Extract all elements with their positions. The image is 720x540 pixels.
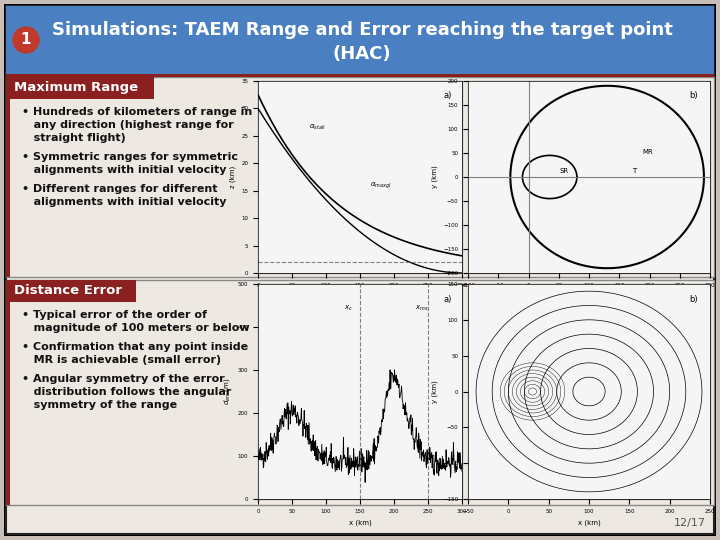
Text: SR: SR	[560, 168, 569, 174]
Text: (HAC): (HAC)	[333, 45, 391, 63]
Bar	[468, 81, 710, 273]
Text: Simulations: TAEM Range and Error reaching the target point: Simulations: TAEM Range and Error reachi…	[52, 21, 672, 39]
Bar	[258, 81, 462, 273]
Y-axis label: z (km): z (km)	[229, 166, 235, 188]
Text: $x_c$: $x_c$	[343, 304, 353, 313]
Bar	[6, 6, 714, 74]
Text: • Confirmation that any point inside
   MR is achievable (small error): • Confirmation that any point inside MR …	[22, 342, 248, 365]
Text: MR: MR	[642, 149, 653, 155]
Bar	[6, 280, 136, 302]
Bar	[468, 284, 710, 499]
Bar	[6, 302, 10, 505]
Text: • Angular symmetry of the error
   distribution follows the angular
   symmetry : • Angular symmetry of the error distribu…	[22, 374, 231, 410]
Text: b): b)	[689, 295, 698, 303]
Text: Distance Error: Distance Error	[14, 285, 122, 298]
X-axis label: x (km): x (km)	[348, 519, 372, 526]
Text: • Symmetric ranges for symmetric
   alignments with initial velocity: • Symmetric ranges for symmetric alignme…	[22, 152, 238, 175]
X-axis label: x (km): x (km)	[577, 519, 600, 526]
X-axis label: x (km): x (km)	[577, 293, 600, 300]
Bar	[6, 99, 10, 277]
Text: • Typical error of the order of
   magnitude of 100 meters or below: • Typical error of the order of magnitud…	[22, 310, 250, 333]
Text: $\alpha_{stall}$: $\alpha_{stall}$	[309, 123, 325, 132]
Bar	[6, 280, 714, 505]
Text: a): a)	[444, 91, 452, 99]
Text: Maximum Range: Maximum Range	[14, 82, 138, 94]
Text: • Hundreds of kilometers of range in
   any direction (highest range for
   stra: • Hundreds of kilometers of range in any…	[22, 107, 252, 144]
Bar	[6, 74, 714, 77]
Text: 1: 1	[21, 32, 31, 48]
Bar	[6, 77, 714, 277]
Text: 12/17: 12/17	[674, 518, 706, 528]
Y-axis label: y (km): y (km)	[431, 380, 438, 403]
Text: $x_{ms}$: $x_{ms}$	[415, 304, 428, 313]
Text: T: T	[633, 168, 636, 174]
Bar	[6, 77, 154, 99]
Bar	[258, 284, 462, 499]
Text: $\alpha_{maxgl}$: $\alpha_{maxgl}$	[370, 180, 392, 191]
Text: a): a)	[444, 295, 452, 303]
Y-axis label: y (km): y (km)	[431, 166, 438, 188]
Text: b): b)	[689, 91, 698, 99]
X-axis label: x (km): x (km)	[348, 293, 372, 300]
Circle shape	[13, 27, 39, 53]
Y-axis label: $d_{err}$ (m): $d_{err}$ (m)	[222, 377, 233, 406]
Text: • Different ranges for different
   alignments with initial velocity: • Different ranges for different alignme…	[22, 184, 227, 207]
